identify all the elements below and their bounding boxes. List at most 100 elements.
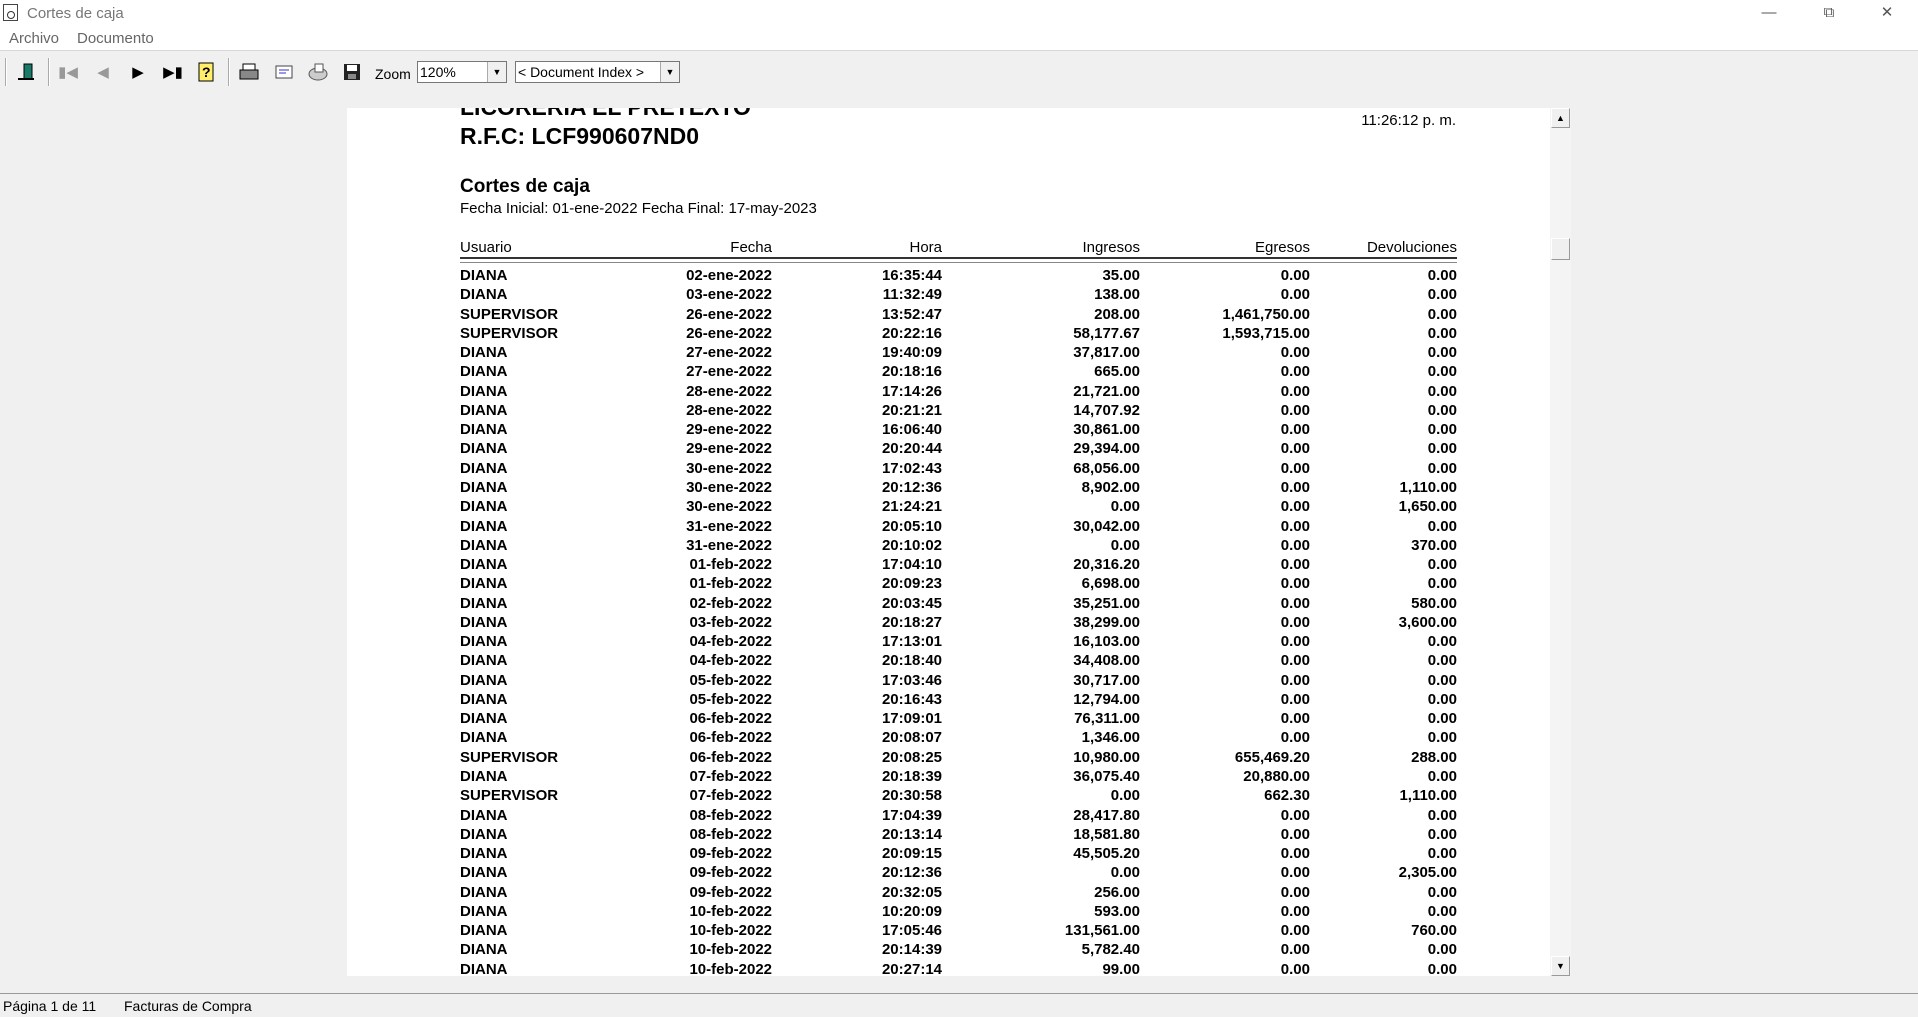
cell-fecha: 02-feb-2022: [689, 594, 772, 612]
previous-page-icon[interactable]: ◀: [97, 64, 109, 81]
scroll-up-icon[interactable]: ▲: [1551, 108, 1570, 128]
cell-devoluciones: 0.00: [1427, 517, 1457, 535]
cell-egresos: 0.00: [1280, 690, 1310, 708]
cell-devoluciones: 0.00: [1427, 382, 1457, 400]
cell-usuario: DIANA: [460, 652, 508, 670]
table-row: DIANA 06-feb-2022 20:08:07 1,346.00 0.00 0.00: [347, 729, 1550, 748]
column-header-devoluciones: Devoluciones: [1366, 239, 1457, 256]
cell-devoluciones: 0.00: [1427, 768, 1457, 786]
cell-ingresos: 30,042.00: [1073, 517, 1140, 535]
chevron-down-icon[interactable]: ▼: [660, 62, 679, 82]
cell-usuario: DIANA: [460, 267, 508, 284]
cell-usuario: DIANA: [460, 902, 508, 920]
status-bar: Página 1 de 11 Facturas de Compra: [0, 993, 1918, 1017]
cell-devoluciones: 0.00: [1427, 421, 1457, 439]
scroll-down-icon[interactable]: ▼: [1551, 956, 1570, 976]
cell-hora: 16:06:40: [881, 421, 942, 439]
cell-hora: 20:09:23: [881, 575, 942, 593]
cell-hora: 17:04:10: [881, 556, 942, 574]
restore-button[interactable]: ⧉: [1823, 4, 1835, 21]
print-icon[interactable]: [237, 60, 261, 84]
cell-hora: 20:18:27: [881, 613, 942, 631]
export-icon[interactable]: [272, 60, 296, 84]
cell-ingresos: 35.00: [1102, 267, 1140, 284]
next-page-icon[interactable]: ▶: [132, 64, 144, 81]
cell-fecha: 10-feb-2022: [689, 941, 772, 959]
cell-usuario: DIANA: [460, 344, 508, 362]
cell-hora: 17:13:01: [881, 633, 942, 651]
cell-usuario: DIANA: [460, 710, 508, 728]
cell-fecha: 09-feb-2022: [689, 883, 772, 901]
cell-fecha: 07-feb-2022: [689, 768, 772, 786]
cell-devoluciones: 0.00: [1427, 363, 1457, 381]
cell-ingresos: 208.00: [1094, 305, 1140, 323]
minimize-button[interactable]: —: [1761, 4, 1777, 21]
cell-devoluciones: 0.00: [1427, 710, 1457, 728]
cell-egresos: 0.00: [1280, 922, 1310, 940]
cell-egresos: 0.00: [1280, 613, 1310, 631]
save-disk-icon[interactable]: [340, 60, 364, 84]
table-row: DIANA 02-feb-2022 20:03:45 35,251.00 0.00 580…: [347, 595, 1550, 614]
document-index-value: < Document Index >: [518, 64, 645, 80]
cell-devoluciones: 0.00: [1427, 825, 1457, 843]
toolbar-separator: [5, 58, 7, 86]
cell-ingresos: 0.00: [1110, 536, 1140, 554]
zoom-select[interactable]: 120% ▼: [417, 61, 507, 83]
cell-hora: 10:20:09: [881, 902, 942, 920]
cell-devoluciones: 0.00: [1427, 845, 1457, 863]
cell-devoluciones: 288.00: [1411, 748, 1457, 766]
cell-hora: 20:18:39: [881, 768, 942, 786]
menu-documento[interactable]: Documento: [77, 30, 154, 47]
document-index-select[interactable]: < Document Index > ▼: [515, 61, 680, 83]
cell-ingresos: 38,299.00: [1073, 613, 1140, 631]
cell-fecha: 06-feb-2022: [689, 729, 772, 747]
cell-egresos: 0.00: [1280, 825, 1310, 843]
cell-egresos: 0.00: [1280, 286, 1310, 304]
cell-devoluciones: 0.00: [1427, 267, 1457, 284]
cell-hora: 20:10:02: [881, 536, 942, 554]
cell-hora: 20:18:16: [881, 363, 942, 381]
column-header-hora: Hora: [909, 239, 942, 256]
chevron-down-icon[interactable]: ▼: [487, 62, 506, 82]
cell-ingresos: 21,721.00: [1073, 382, 1140, 400]
cell-hora: 21:24:21: [881, 498, 942, 516]
cell-fecha: 08-feb-2022: [689, 806, 772, 824]
cell-hora: 20:16:43: [881, 690, 942, 708]
first-page-icon[interactable]: ▮◀: [58, 64, 78, 81]
cell-ingresos: 1,346.00: [1081, 729, 1140, 747]
cell-usuario: DIANA: [460, 960, 508, 976]
cell-hora: 19:40:09: [881, 344, 942, 362]
cell-fecha: 27-ene-2022: [686, 363, 772, 381]
cell-hora: 13:52:47: [881, 305, 942, 323]
exit-door-icon[interactable]: [14, 60, 38, 84]
cell-fecha: 09-feb-2022: [689, 845, 772, 863]
cell-ingresos: 6,698.00: [1081, 575, 1140, 593]
cell-usuario: DIANA: [460, 286, 508, 304]
cell-usuario: DIANA: [460, 478, 508, 496]
scroll-thumb[interactable]: [1551, 238, 1570, 260]
table-row: DIANA 10-feb-2022 10:20:09 593.00 0.00 0.00: [347, 903, 1550, 922]
svg-text:?: ?: [202, 64, 211, 80]
cell-fecha: 31-ene-2022: [686, 536, 772, 554]
close-button[interactable]: ✕: [1880, 4, 1894, 21]
cell-fecha: 01-feb-2022: [689, 556, 772, 574]
vertical-scrollbar[interactable]: ▲ ▼: [1550, 108, 1571, 976]
cell-ingresos: 0.00: [1110, 498, 1140, 516]
status-section: Facturas de Compra: [124, 998, 252, 1014]
cell-hora: 20:14:39: [881, 941, 942, 959]
cell-devoluciones: 0.00: [1427, 556, 1457, 574]
cell-ingresos: 28,417.80: [1073, 806, 1140, 824]
cell-usuario: DIANA: [460, 690, 508, 708]
cell-fecha: 02-ene-2022: [686, 267, 772, 284]
last-page-icon[interactable]: ▶▮: [163, 64, 183, 81]
menu-archivo[interactable]: Archivo: [9, 30, 60, 47]
cell-egresos: 0.00: [1280, 845, 1310, 863]
cell-egresos: 0.00: [1280, 652, 1310, 670]
fax-icon[interactable]: [306, 60, 330, 84]
cell-egresos: 0.00: [1280, 267, 1310, 284]
cell-fecha: 29-ene-2022: [686, 440, 772, 458]
help-icon[interactable]: ?: [194, 60, 218, 84]
cell-usuario: DIANA: [460, 536, 508, 554]
cell-hora: 16:35:44: [881, 267, 942, 284]
table-row: DIANA 04-feb-2022 20:18:40 34,408.00 0.00 0.0…: [347, 652, 1550, 671]
